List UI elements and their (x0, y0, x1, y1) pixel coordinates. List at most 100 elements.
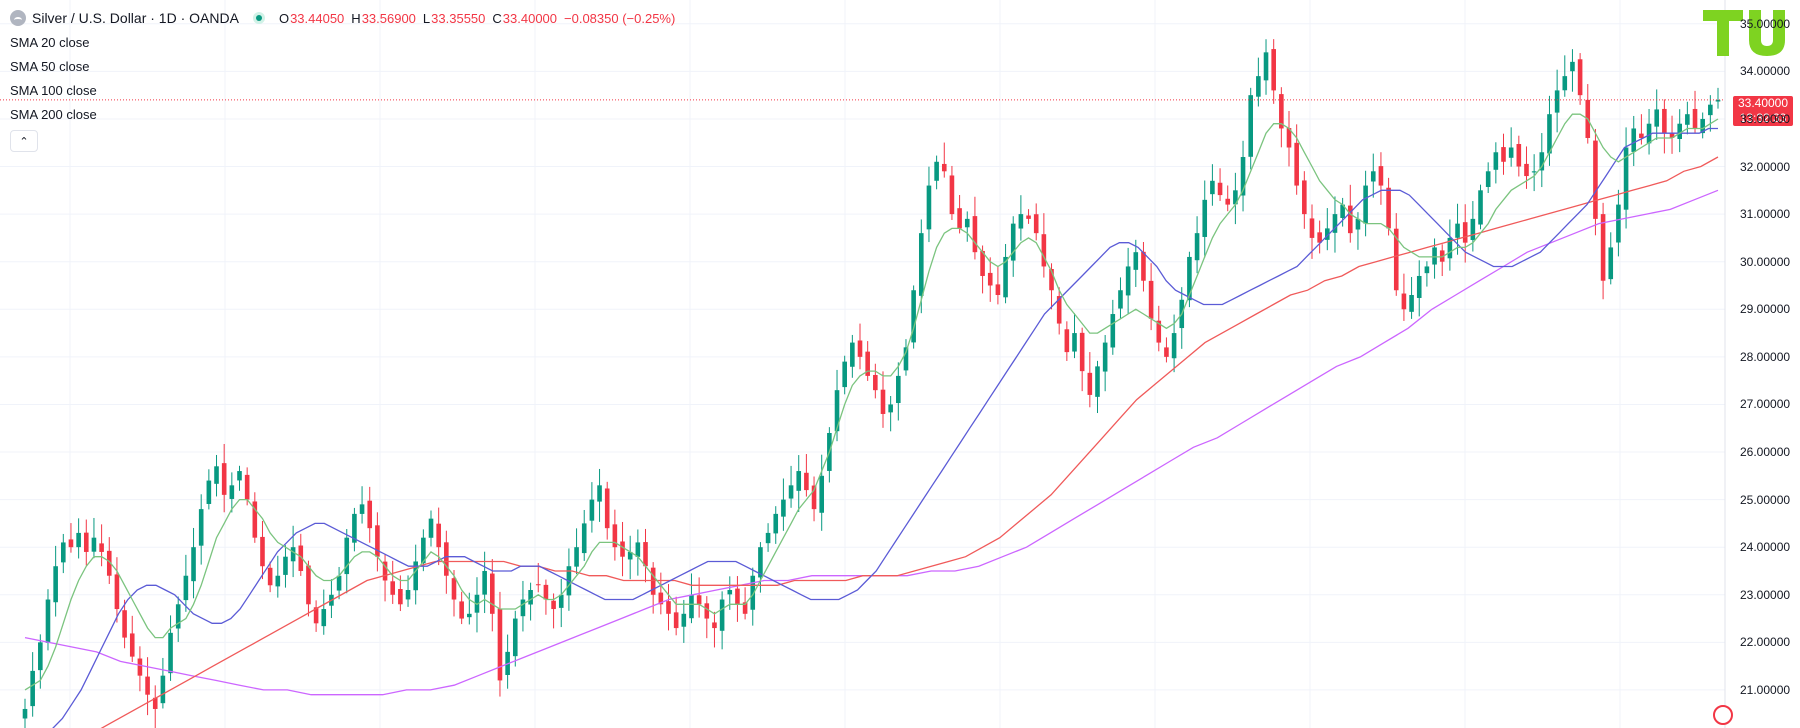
candle-body (1263, 52, 1269, 81)
candle-body (1187, 256, 1192, 301)
candle-body (758, 547, 763, 578)
candle-body (1432, 247, 1437, 265)
candle-body (1302, 180, 1307, 215)
candle-body (980, 250, 985, 276)
candle-body (1210, 180, 1215, 195)
candle-body (949, 175, 955, 215)
y-tick-label: 24.00000 (1740, 540, 1791, 555)
candle-body (1194, 233, 1200, 261)
candle-body (352, 513, 357, 543)
candle-body (1577, 59, 1583, 96)
candle-body (459, 601, 464, 619)
candle-body (1646, 123, 1652, 144)
tu-logo-icon (1703, 10, 1785, 56)
candle-body (620, 541, 625, 557)
candle-body (1455, 223, 1460, 238)
candle-body (229, 485, 235, 499)
candle-body (750, 575, 756, 610)
candle-body (1386, 187, 1391, 229)
candle-body (857, 340, 863, 357)
y-tick-label: 22.00000 (1740, 635, 1791, 650)
y-tick-label: 34.00000 (1740, 64, 1791, 79)
candle-body (796, 471, 802, 491)
candle-body (313, 607, 319, 624)
candle-body (788, 485, 794, 499)
candle-body (934, 161, 939, 181)
candle-body (1256, 76, 1261, 97)
indicator-sma200[interactable]: SMA 200 close (10, 106, 97, 122)
sma200-line (24, 189, 1719, 696)
candle-body (1416, 275, 1422, 298)
candle-body (1470, 218, 1476, 241)
candle-body (987, 272, 993, 286)
candle-body (528, 590, 533, 605)
candle-body (1010, 223, 1016, 261)
candle-body (1401, 293, 1407, 310)
candle-body (152, 697, 158, 709)
candle-body (911, 290, 916, 343)
candle-body (1347, 205, 1353, 234)
candle-body (214, 466, 219, 484)
symbol-title[interactable]: Silver / U.S. Dollar · 1D · OANDA (32, 10, 239, 26)
candle-body (1608, 247, 1614, 280)
candle-body (781, 499, 786, 517)
indicator-sma50[interactable]: SMA 50 close (10, 58, 90, 74)
open-value: 33.44050 (290, 10, 345, 26)
candle-body (1485, 171, 1491, 187)
candle-body (1478, 190, 1483, 225)
candle-body (1056, 296, 1062, 324)
candle-body (122, 610, 127, 638)
candle-body (359, 504, 365, 514)
candle-body (1677, 123, 1682, 140)
candle-body (38, 642, 43, 671)
candle-body (267, 567, 273, 586)
candle-body (964, 218, 970, 228)
candle-body (581, 523, 587, 554)
candle-body (275, 575, 281, 587)
candle-body (627, 551, 633, 560)
candle-body (1570, 61, 1575, 72)
sma20-line (24, 113, 1719, 691)
candle-body (1623, 147, 1629, 210)
candle-body (765, 532, 771, 544)
candle-body (1700, 118, 1705, 134)
candle-body (1424, 266, 1430, 274)
y-tick-label: 32.00000 (1740, 159, 1791, 174)
settings-icon[interactable] (1713, 705, 1733, 725)
candle-body (1233, 190, 1238, 205)
collapse-legend-button[interactable]: ⌃ (10, 130, 38, 152)
candle-body (83, 532, 89, 552)
candle-body (520, 599, 526, 617)
candle-body (712, 622, 717, 629)
candle-body (1118, 290, 1123, 309)
y-tick-label: 25.00000 (1740, 492, 1791, 507)
candle-body (1378, 166, 1384, 186)
candle-body (1164, 347, 1169, 357)
candle-body (321, 609, 327, 627)
candle-body (1616, 204, 1621, 243)
candle-body (344, 537, 350, 575)
candle-body (773, 513, 779, 534)
candle-body (129, 633, 135, 657)
candle-body (811, 485, 817, 510)
candle-body (237, 471, 242, 481)
candle-body (1125, 266, 1131, 296)
indicator-sma100[interactable]: SMA 100 close (10, 82, 97, 98)
y-tick-label: 35.00000 (1740, 16, 1791, 31)
indicator-sma20[interactable]: SMA 20 close (10, 34, 90, 50)
last-price-tag: 33.40000 13:32:33 (1733, 96, 1793, 126)
candle-body (1409, 295, 1414, 312)
candle-body (160, 675, 166, 704)
market-open-dot-icon (252, 12, 265, 24)
low-key: L (422, 10, 431, 26)
candle-body (1539, 152, 1545, 171)
candle-body (1393, 228, 1399, 291)
candle-body (375, 525, 380, 557)
candle-body (1593, 140, 1598, 219)
candle-body (1095, 366, 1100, 397)
silver-coin-icon (10, 10, 26, 26)
high-value: 33.56900 (361, 10, 416, 26)
close-key: C (492, 10, 502, 26)
